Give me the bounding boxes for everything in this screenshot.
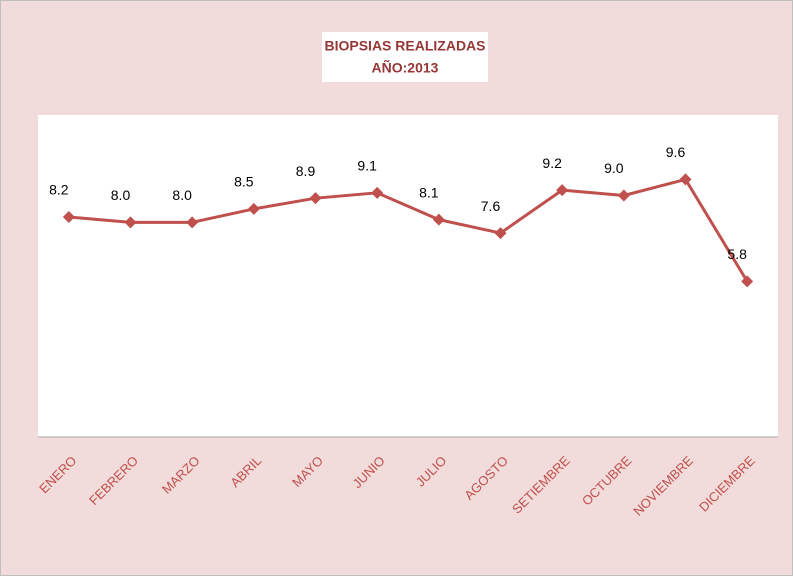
data-label: 8.1	[419, 184, 439, 200]
plot-area	[38, 115, 778, 437]
data-label: 8.9	[296, 163, 316, 179]
title-box	[322, 32, 488, 82]
chart-subtitle: AÑO:2013	[372, 59, 439, 76]
data-marker	[124, 216, 137, 229]
data-line	[68, 177, 749, 283]
data-marker	[247, 202, 260, 215]
data-marker	[679, 173, 692, 186]
data-label: 8.0	[111, 187, 131, 203]
data-marker	[617, 189, 630, 202]
data-marker	[432, 213, 445, 226]
data-label: 8.5	[234, 174, 254, 190]
data-marker	[186, 216, 199, 229]
data-label: 7.6	[481, 198, 501, 214]
data-marker	[556, 184, 569, 197]
data-marker	[741, 275, 754, 288]
chart-title: BIOPSIAS REALIZADAS	[324, 38, 485, 54]
data-label: 5.8	[727, 246, 747, 262]
data-label: 8.0	[172, 187, 192, 203]
data-marker	[494, 227, 507, 240]
data-label: 8.2	[49, 182, 69, 198]
data-label: 9.2	[542, 155, 562, 171]
data-marker	[309, 192, 322, 205]
data-label: 9.1	[357, 158, 377, 174]
data-label: 9.0	[604, 160, 624, 176]
data-marker	[371, 186, 384, 199]
data-label: 9.6	[666, 144, 686, 160]
data-marker	[62, 210, 75, 223]
